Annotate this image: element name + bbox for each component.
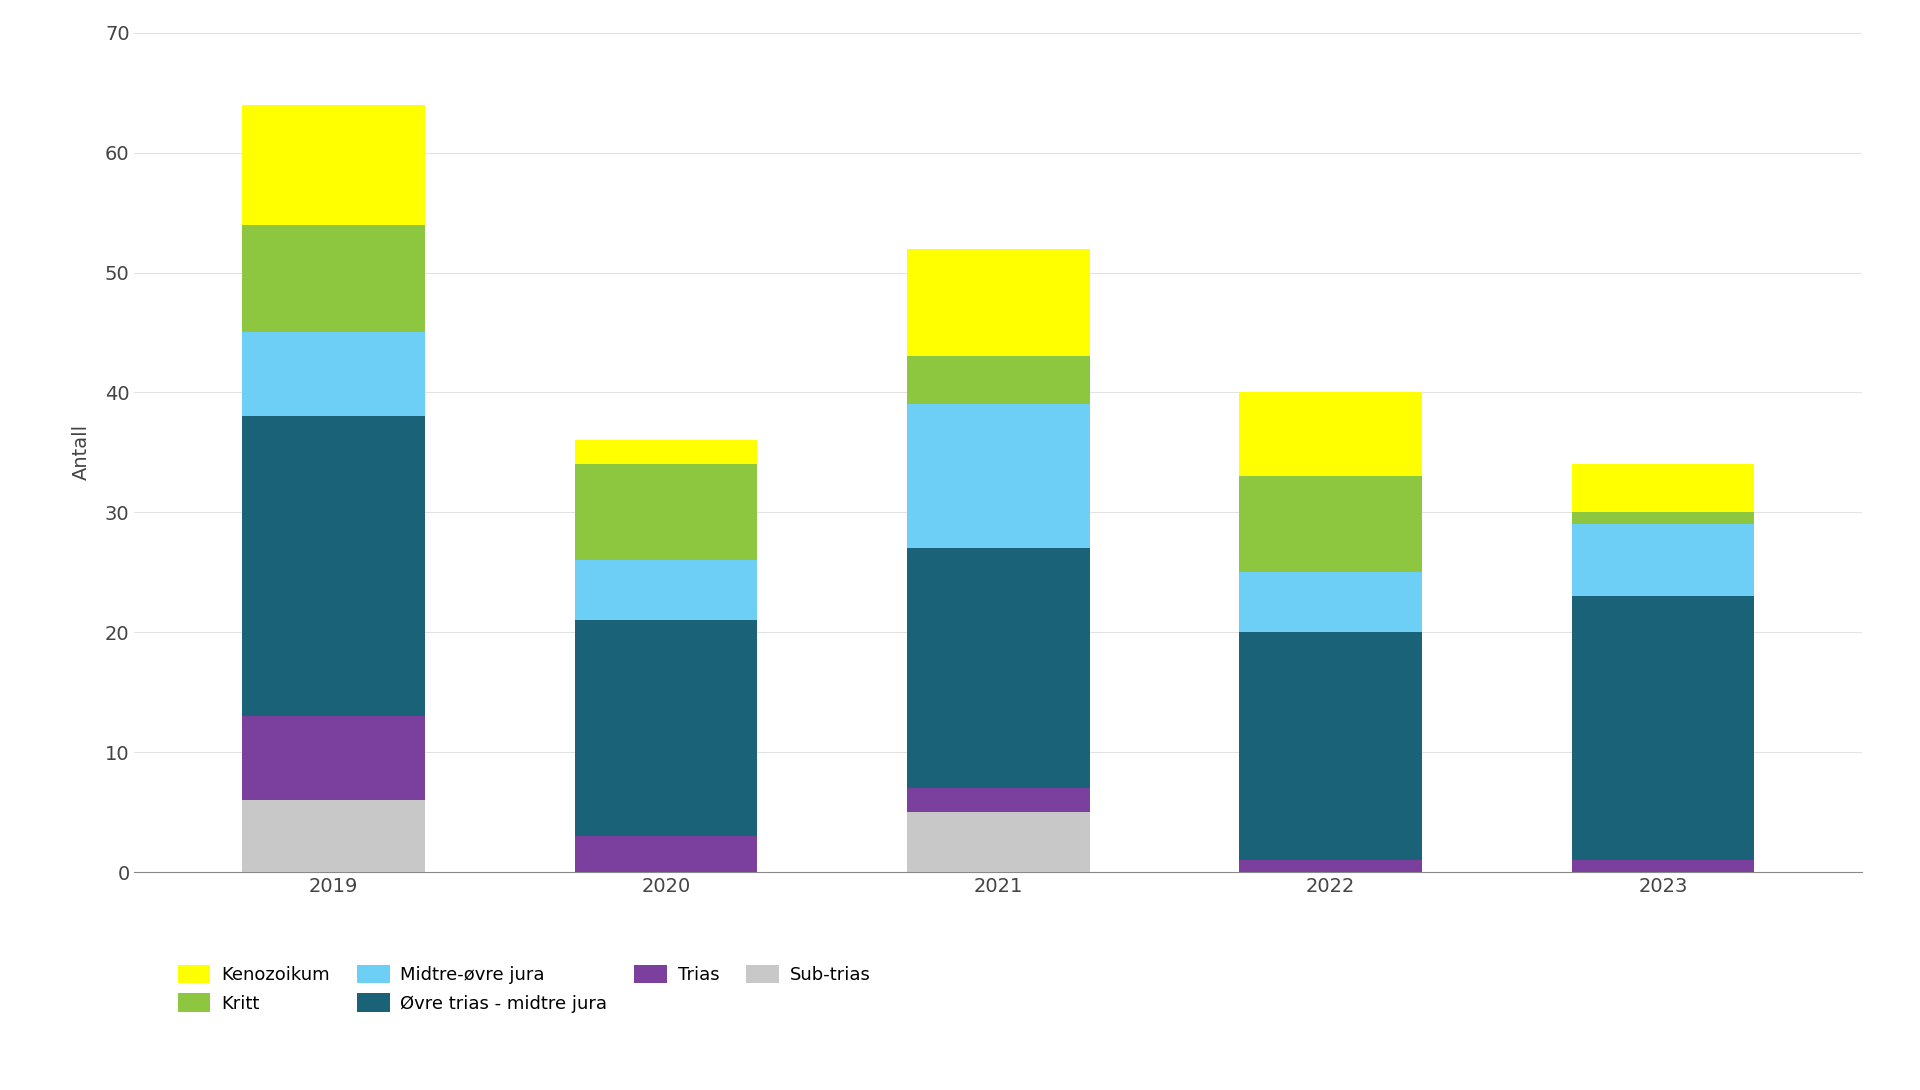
Bar — [242, 225, 424, 332]
Bar — [574, 620, 758, 836]
Bar — [242, 416, 424, 716]
Bar — [906, 249, 1091, 356]
Bar — [1572, 860, 1755, 872]
Bar — [906, 356, 1091, 404]
Bar — [574, 440, 758, 464]
Bar — [906, 788, 1091, 812]
Bar — [242, 105, 424, 225]
Bar — [906, 404, 1091, 548]
Bar — [1572, 524, 1755, 596]
Bar — [242, 800, 424, 872]
Bar — [242, 716, 424, 800]
Bar — [1572, 464, 1755, 512]
Bar — [906, 548, 1091, 788]
Bar — [242, 332, 424, 416]
Bar — [574, 836, 758, 872]
Bar — [906, 812, 1091, 872]
Bar — [574, 560, 758, 620]
Bar — [1238, 860, 1423, 872]
Bar — [1572, 512, 1755, 524]
Y-axis label: Antall: Antall — [71, 424, 90, 481]
Bar — [1238, 572, 1423, 632]
Bar — [574, 464, 758, 560]
Bar — [1572, 596, 1755, 860]
Bar — [1238, 392, 1423, 476]
Legend: Kenozoikum, Kritt, Midtre-øvre jura, Øvre trias - midtre jura, Trias, Sub-trias: Kenozoikum, Kritt, Midtre-øvre jura, Øvr… — [179, 965, 870, 1013]
Bar — [1238, 632, 1423, 860]
Bar — [1238, 476, 1423, 572]
